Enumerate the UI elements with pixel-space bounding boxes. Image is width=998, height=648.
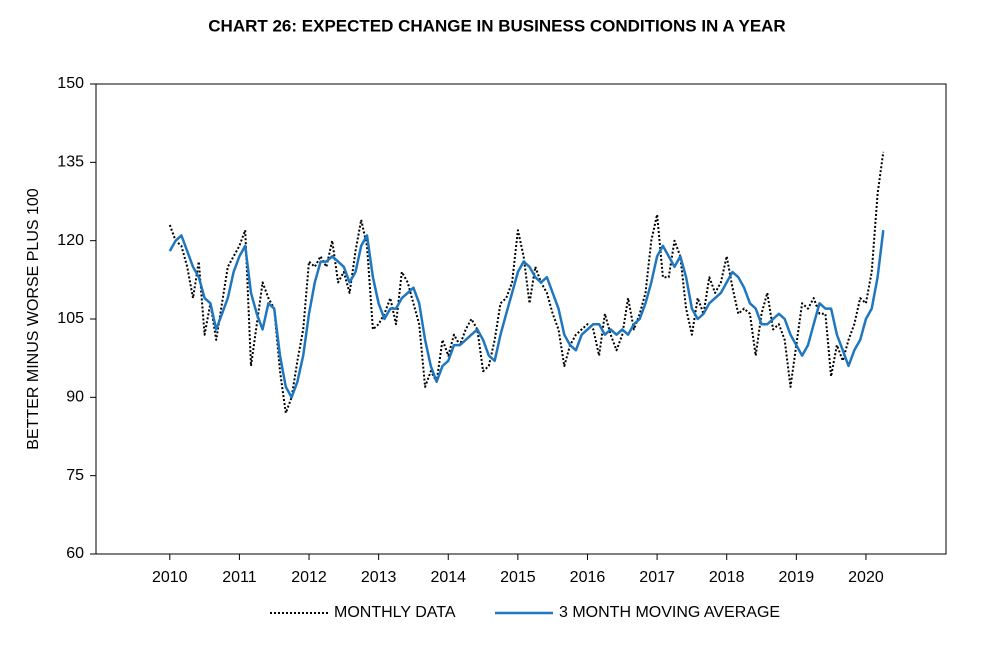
legend-label: 3 MONTH MOVING AVERAGE: [559, 604, 780, 621]
y-axis-label: BETTER MINUS WORSE PLUS 100: [25, 188, 42, 449]
y-tick-label: 105: [57, 310, 84, 327]
chart-title: CHART 26: EXPECTED CHANGE IN BUSINESS CO…: [208, 16, 785, 35]
y-tick-label: 150: [57, 75, 84, 92]
legend-label: MONTHLY DATA: [334, 604, 456, 621]
y-tick-label: 75: [66, 467, 84, 484]
y-tick-label: 135: [57, 154, 84, 171]
y-tick-label: 90: [66, 389, 84, 406]
y-tick-label: 120: [57, 232, 84, 249]
x-tick-label: 2011: [222, 569, 257, 586]
series-line: [168, 151, 885, 414]
x-tick-label: 2014: [430, 569, 466, 586]
x-tick-label: 2020: [848, 569, 884, 586]
series-line: [168, 230, 885, 399]
x-tick-label: 2013: [361, 569, 397, 586]
y-tick-label: 60: [66, 545, 84, 562]
x-tick-label: 2010: [152, 569, 188, 586]
x-tick-label: 2015: [500, 569, 536, 586]
x-tick-label: 2017: [639, 569, 675, 586]
x-tick-label: 2018: [709, 569, 745, 586]
x-tick-label: 2019: [779, 569, 815, 586]
x-tick-label: 2016: [570, 569, 606, 586]
x-tick-label: 2012: [291, 569, 327, 586]
